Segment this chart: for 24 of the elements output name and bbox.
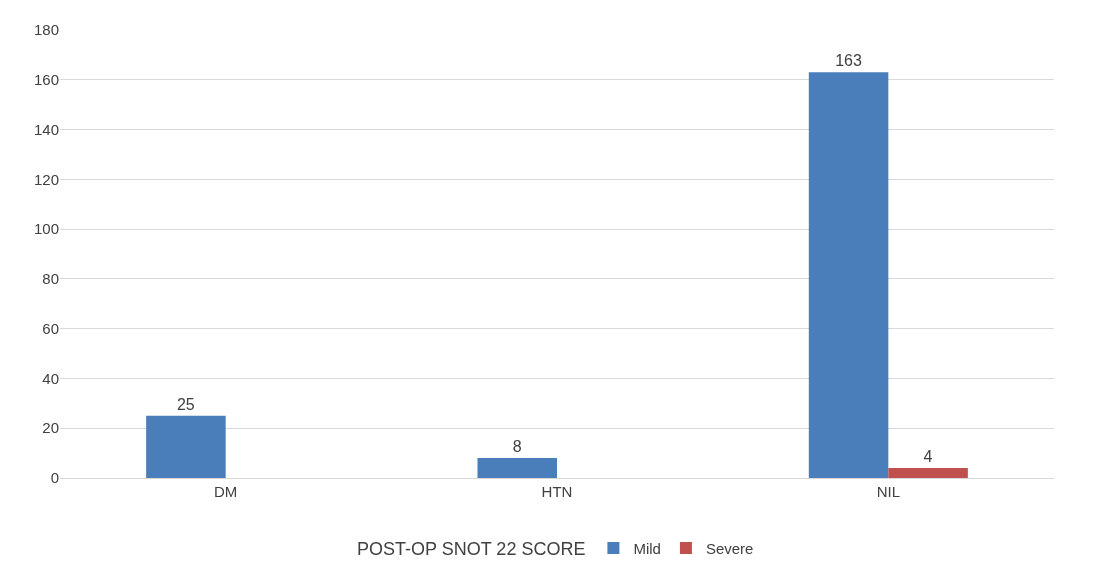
y-tick-label: 180 — [33, 21, 59, 39]
x-tick-label: HTN — [541, 483, 573, 500]
x-tick-label: NIL — [876, 483, 900, 500]
bar — [888, 468, 968, 478]
x-tick-label: DM — [214, 483, 238, 500]
y-tick-label: 60 — [42, 319, 59, 337]
y-tick-label: 40 — [42, 369, 59, 387]
legend-label: Severe — [705, 539, 754, 557]
y-tick-label: 20 — [42, 419, 59, 437]
legend-title: POST-OP SNOT 22 SCORE — [357, 539, 586, 560]
y-tick-label: 0 — [50, 469, 59, 487]
legend-label: Mild — [633, 539, 661, 557]
data-label: 4 — [923, 448, 933, 466]
data-label: 25 — [176, 395, 195, 413]
y-tick-label: 140 — [33, 120, 59, 138]
bar — [808, 72, 889, 478]
y-tick-label: 100 — [33, 220, 59, 238]
bar — [477, 458, 557, 478]
y-tick-label: 120 — [33, 170, 59, 188]
data-label: 163 — [835, 52, 862, 70]
y-tick-label: 80 — [42, 270, 59, 288]
bar — [146, 415, 226, 478]
y-tick-label: 160 — [33, 71, 59, 89]
data-label: 8 — [512, 438, 522, 456]
